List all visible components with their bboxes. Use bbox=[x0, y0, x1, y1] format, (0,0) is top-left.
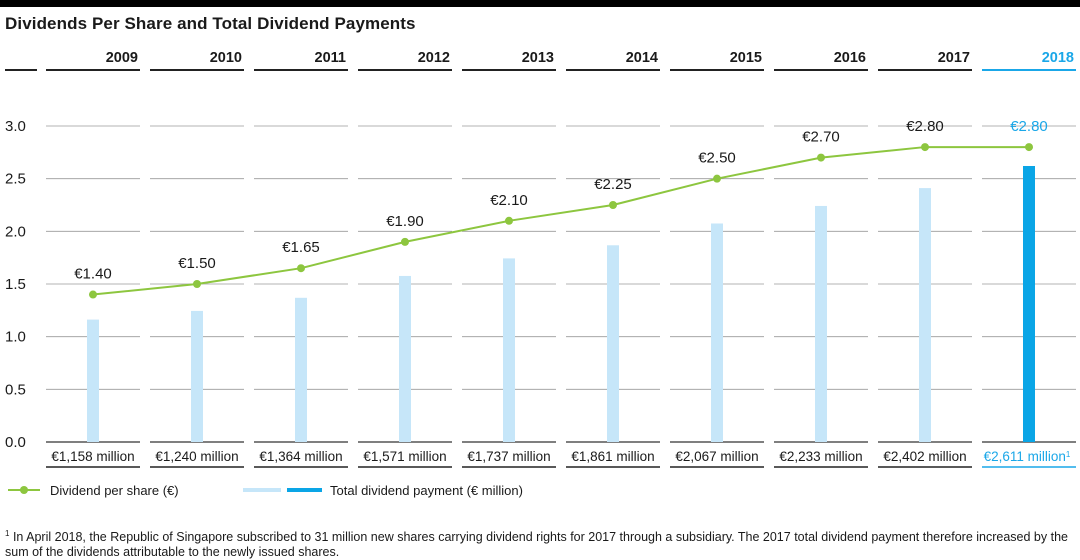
bar-2010 bbox=[191, 310, 203, 442]
y-tick-label: 1.5 bbox=[5, 276, 26, 293]
dividend-label-2014: €2.25 bbox=[594, 176, 632, 193]
footnote-marker: 1 bbox=[5, 529, 10, 538]
dividend-point-2011 bbox=[297, 264, 305, 273]
year-label-2018: 2018 bbox=[1042, 50, 1074, 66]
bar-2011 bbox=[295, 297, 307, 442]
dividend-label-2016: €2.70 bbox=[802, 129, 840, 146]
total-label-2010: €1,240 million bbox=[155, 449, 238, 464]
total-label-2011: €1,364 million bbox=[259, 449, 342, 464]
bar-2016 bbox=[815, 205, 827, 442]
year-label-2016: 2016 bbox=[834, 50, 866, 66]
y-tick-label: 3.0 bbox=[5, 118, 26, 135]
dividend-point-2012 bbox=[401, 237, 409, 246]
year-label-2015: 2015 bbox=[730, 50, 762, 66]
chart-title: Dividends Per Share and Total Dividend P… bbox=[5, 14, 416, 33]
dividend-label-2011: €1.65 bbox=[282, 239, 320, 256]
y-tick-label: 0.5 bbox=[5, 381, 26, 398]
y-tick-label: 2.5 bbox=[5, 171, 26, 188]
dividend-point-2015 bbox=[713, 174, 721, 183]
year-label-2012: 2012 bbox=[418, 50, 450, 66]
legend-line-marker bbox=[20, 486, 28, 494]
total-label-2017: €2,402 million bbox=[883, 449, 966, 464]
total-label-2009: €1,158 million bbox=[51, 449, 134, 464]
year-label-2013: 2013 bbox=[522, 50, 554, 66]
bar-2017 bbox=[919, 188, 931, 442]
y-tick-label: 2.0 bbox=[5, 223, 26, 240]
dividend-line bbox=[92, 146, 1029, 296]
top-rule bbox=[0, 0, 1080, 7]
dividend-point-2010 bbox=[193, 280, 201, 288]
dividend-label-2010: €1.50 bbox=[178, 255, 216, 272]
total-label-2015: €2,067 million bbox=[675, 449, 758, 464]
dividend-point-2018 bbox=[1025, 143, 1033, 152]
dividend-label-2012: €1.90 bbox=[386, 213, 424, 230]
y-tick-label: 0.0 bbox=[5, 434, 26, 451]
dividend-point-2016 bbox=[817, 153, 825, 162]
dividend-label-2017: €2.80 bbox=[906, 118, 944, 135]
total-label-2013: €1,737 million bbox=[467, 449, 550, 464]
bar-2014 bbox=[607, 245, 619, 442]
total-label-2016: €2,233 million bbox=[779, 449, 862, 464]
year-label-2009: 2009 bbox=[106, 50, 138, 66]
chart-area: 0.0 0.5 1.0 1.5 2.0 2.5 3.0 2009 2010 2011 2012 201… bbox=[5, 50, 1076, 498]
bar-2018 bbox=[1023, 166, 1035, 442]
legend-line-label: Dividend per share (€) bbox=[50, 483, 179, 498]
legend-bar-label: Total dividend payment (€ million) bbox=[330, 483, 523, 498]
footnote: 1 In April 2018, the Republic of Singapo… bbox=[5, 526, 1075, 560]
y-tick-label: 1.0 bbox=[5, 329, 26, 346]
dividend-label-2013: €2.10 bbox=[490, 192, 528, 209]
year-label-2011: 2011 bbox=[315, 50, 346, 66]
year-label-2014: 2014 bbox=[626, 50, 658, 66]
footnote-text: In April 2018, the Republic of Singapore… bbox=[5, 530, 1068, 560]
bar-2013 bbox=[503, 258, 515, 442]
legend-bar-swatch bbox=[243, 488, 281, 492]
year-label-2017: 2017 bbox=[938, 50, 970, 66]
total-label-2014: €1,861 million bbox=[571, 449, 654, 464]
bar-2012 bbox=[399, 275, 411, 442]
total-footnote-marker: 1 bbox=[1066, 450, 1071, 459]
year-label-2010: 2010 bbox=[210, 50, 242, 66]
dividend-point-2014 bbox=[609, 201, 617, 209]
dividend-label-2018: €2.80 bbox=[1010, 118, 1048, 135]
total-label-2018: €2,611 million1 bbox=[984, 449, 1071, 464]
dividend-point-2009 bbox=[89, 290, 97, 299]
dividend-point-2017 bbox=[921, 143, 929, 152]
dividend-point-2013 bbox=[505, 216, 513, 225]
bar-2009 bbox=[87, 319, 99, 442]
bar-2015 bbox=[711, 223, 723, 442]
legend-bar-swatch-highlight bbox=[287, 488, 322, 492]
dividend-label-2009: €1.40 bbox=[74, 266, 112, 283]
total-label-2012: €1,571 million bbox=[363, 449, 446, 464]
dividend-label-2015: €2.50 bbox=[698, 150, 736, 167]
